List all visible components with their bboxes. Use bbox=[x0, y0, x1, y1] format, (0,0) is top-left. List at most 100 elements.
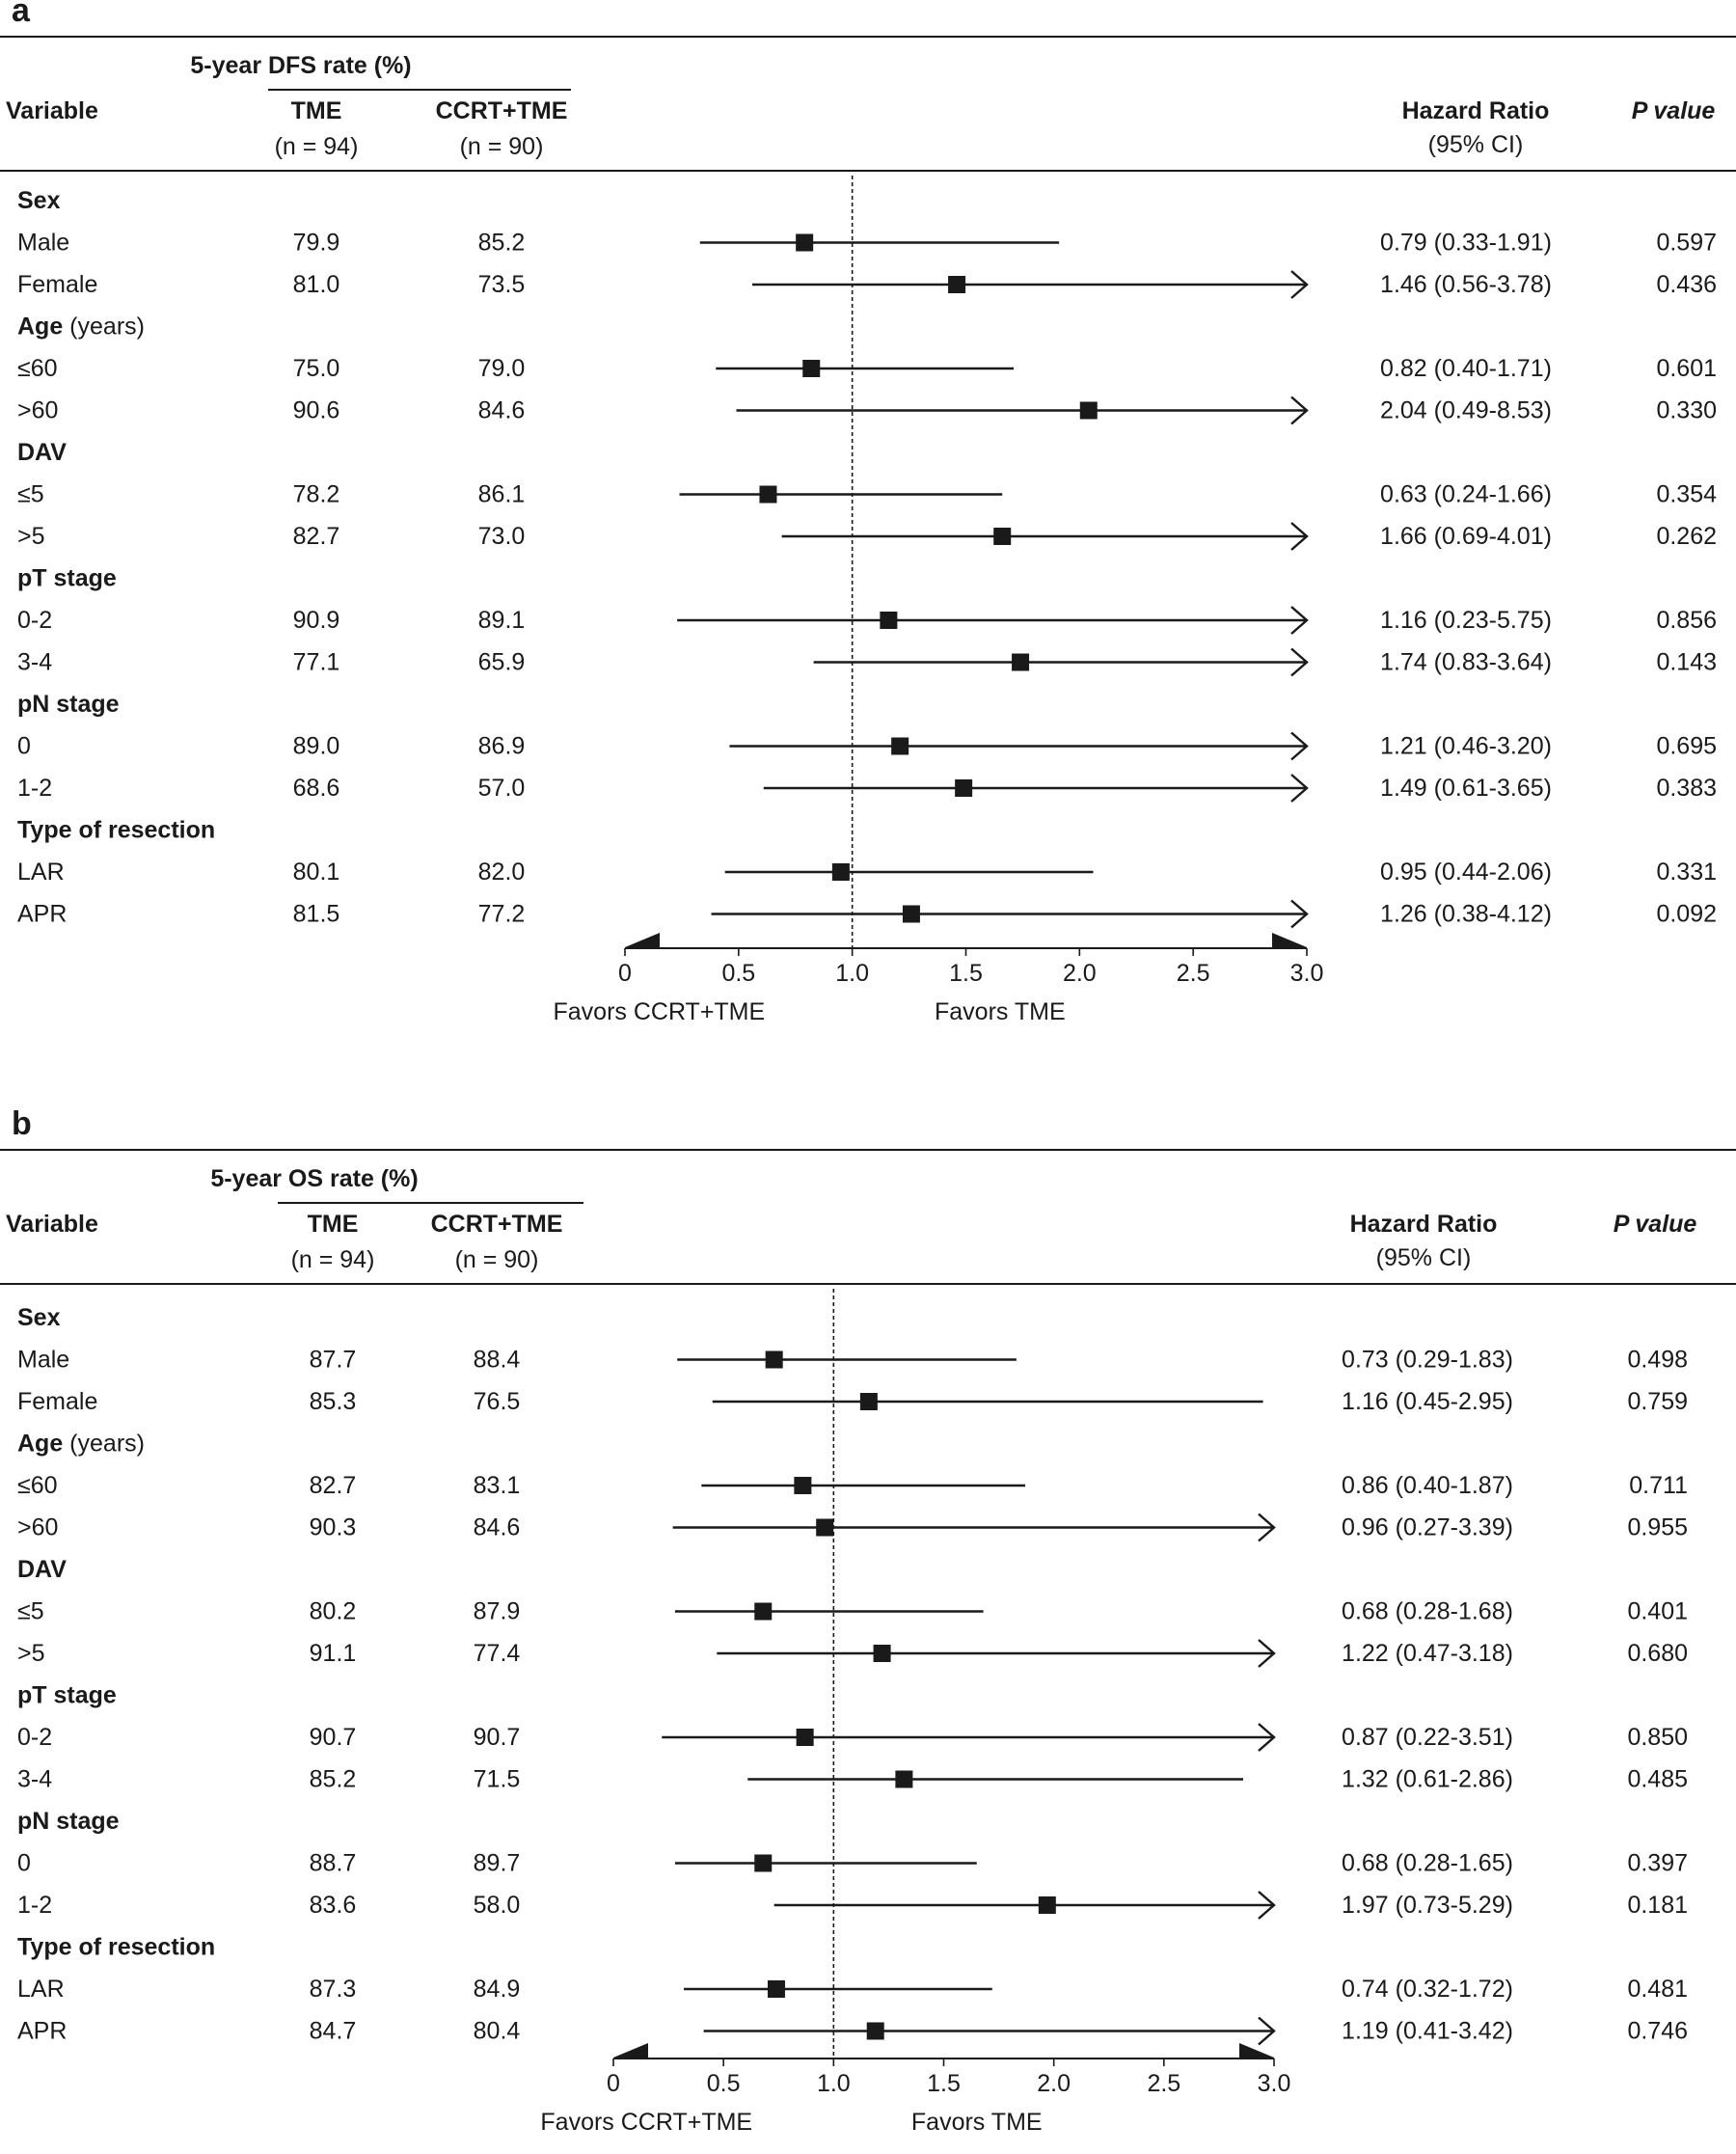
group-label: Age (years) bbox=[17, 314, 145, 341]
p-value-header: P value bbox=[1632, 97, 1716, 124]
p-value: 0.436 bbox=[1656, 271, 1717, 298]
hazard-ratio-marker bbox=[765, 1350, 783, 1369]
group-label: pT stage bbox=[17, 565, 117, 592]
group1-rate: 75.0 bbox=[293, 355, 340, 382]
hazard-ratio-ci: 1.16 (0.45-2.95) bbox=[1342, 1388, 1513, 1415]
group-label: Sex bbox=[17, 187, 61, 214]
hazard-ratio-ci: 0.63 (0.24-1.66) bbox=[1380, 481, 1552, 508]
ci-arrow bbox=[1290, 395, 1309, 425]
hazard-ratio-ci: 0.73 (0.29-1.83) bbox=[1342, 1347, 1513, 1374]
group1-rate: 77.1 bbox=[293, 649, 340, 676]
group1-rate: 90.3 bbox=[310, 1514, 357, 1541]
x-tick-label: 0 bbox=[607, 2070, 620, 2097]
group2-rate: 83.1 bbox=[474, 1472, 521, 1499]
hazard-ratio-ci: 1.97 (0.73-5.29) bbox=[1342, 1892, 1513, 1919]
group2-n: (n = 90) bbox=[460, 133, 544, 160]
x-tick-label: 0.5 bbox=[721, 960, 755, 987]
ci-arrow bbox=[1258, 1891, 1276, 1920]
ci-subheader: (95% CI) bbox=[1428, 131, 1524, 158]
panel-a: a Variable 5-year DFS rate (%) TME (n = 94) C… bbox=[0, 0, 1736, 1025]
p-value: 0.695 bbox=[1656, 733, 1717, 760]
hazard-ratio-ci: 1.19 (0.41-3.42) bbox=[1342, 2018, 1513, 2045]
row-label: 0-2 bbox=[17, 607, 52, 634]
row-label: APR bbox=[17, 901, 67, 928]
hazard-ratio-ci: 2.04 (0.49-8.53) bbox=[1380, 397, 1552, 424]
hazard-ratio-ci: 0.95 (0.44-2.06) bbox=[1380, 859, 1552, 886]
ci-arrow bbox=[1258, 1639, 1276, 1668]
p-value: 0.955 bbox=[1627, 1514, 1688, 1541]
hazard-ratio-ci: 0.86 (0.40-1.87) bbox=[1342, 1472, 1513, 1499]
hazard-ratio-marker bbox=[1079, 401, 1098, 420]
p-value: 0.711 bbox=[1629, 1472, 1688, 1499]
ci-arrow bbox=[1290, 606, 1309, 635]
group1-rate: 81.0 bbox=[293, 271, 340, 298]
group-label: DAV bbox=[17, 1556, 67, 1583]
group1-header: TME bbox=[308, 1211, 359, 1238]
p-value: 0.498 bbox=[1627, 1347, 1688, 1374]
variable-header: Variable bbox=[6, 1211, 98, 1238]
p-value: 0.481 bbox=[1627, 1976, 1688, 2003]
group1-rate: 90.7 bbox=[310, 1724, 357, 1751]
p-value: 0.680 bbox=[1627, 1640, 1688, 1667]
panel-label: a bbox=[12, 0, 31, 29]
group1-rate: 82.7 bbox=[293, 523, 340, 550]
hazard-ratio-marker bbox=[796, 1729, 814, 1746]
group2-rate: 73.0 bbox=[478, 523, 526, 550]
favors-right-arrow bbox=[1272, 933, 1307, 947]
rate-title: 5-year DFS rate (%) bbox=[190, 52, 411, 79]
hazard-ratio-marker bbox=[955, 779, 973, 797]
ci-arrow bbox=[1258, 1723, 1276, 1752]
hazard-ratio-marker bbox=[831, 863, 850, 881]
hazard-ratio-marker bbox=[993, 528, 1012, 545]
p-value-header: P value bbox=[1614, 1211, 1697, 1238]
row-label: >60 bbox=[17, 397, 58, 424]
hazard-ratio-ci: 0.79 (0.33-1.91) bbox=[1380, 230, 1552, 257]
group2-rate: 80.4 bbox=[474, 2018, 521, 2045]
x-tick-label: 2.5 bbox=[1147, 2070, 1180, 2097]
hazard-ratio-ci: 0.96 (0.27-3.39) bbox=[1342, 1514, 1513, 1541]
p-value: 0.759 bbox=[1627, 1388, 1688, 1415]
row-label: 3-4 bbox=[17, 1766, 52, 1793]
hazard-ratio-marker bbox=[880, 612, 898, 629]
hazard-ratio-marker bbox=[802, 360, 821, 377]
group1-rate: 91.1 bbox=[310, 1640, 357, 1667]
row-label: >5 bbox=[17, 1640, 45, 1667]
group2-rate: 84.9 bbox=[474, 1976, 521, 2003]
p-value: 0.401 bbox=[1627, 1598, 1688, 1625]
favors-right-label: Favors TME bbox=[935, 998, 1066, 1025]
group1-rate: 87.7 bbox=[310, 1347, 357, 1374]
row-label: 3-4 bbox=[17, 649, 52, 676]
x-tick-label: 2.0 bbox=[1063, 960, 1097, 987]
x-tick-label: 1.0 bbox=[817, 2070, 851, 2097]
ci-arrow bbox=[1290, 899, 1309, 929]
panel-label: b bbox=[12, 1105, 32, 1142]
hazard-ratio-ci: 0.74 (0.32-1.72) bbox=[1342, 1976, 1513, 2003]
hazard-ratio-ci: 0.68 (0.28-1.65) bbox=[1342, 1850, 1513, 1877]
group1-rate: 85.2 bbox=[310, 1766, 357, 1793]
x-tick-label: 1.5 bbox=[927, 2070, 961, 2097]
ci-arrow bbox=[1290, 522, 1309, 551]
group1-rate: 83.6 bbox=[310, 1892, 357, 1919]
row-label: >5 bbox=[17, 523, 45, 550]
group1-rate: 88.7 bbox=[310, 1850, 357, 1877]
group2-rate: 89.7 bbox=[474, 1850, 521, 1877]
hazard-ratio-marker bbox=[1012, 653, 1030, 671]
group-label: Type of resection bbox=[17, 817, 215, 844]
ci-arrow bbox=[1290, 270, 1309, 299]
group2-rate: 84.6 bbox=[474, 1514, 521, 1541]
p-value: 0.354 bbox=[1656, 481, 1717, 508]
rate-title: 5-year OS rate (%) bbox=[210, 1165, 418, 1192]
row-label: LAR bbox=[17, 1976, 65, 2003]
group2-rate: 57.0 bbox=[478, 775, 526, 802]
row-label: Female bbox=[17, 1388, 97, 1415]
hazard-ratio-ci: 1.16 (0.23-5.75) bbox=[1380, 607, 1552, 634]
hazard-ratio-ci: 1.46 (0.56-3.78) bbox=[1380, 271, 1552, 298]
variable-header: Variable bbox=[6, 97, 98, 124]
x-tick-label: 2.5 bbox=[1177, 960, 1210, 987]
hazard-ratio-marker bbox=[759, 485, 777, 504]
group1-rate: 87.3 bbox=[310, 1976, 357, 2003]
panel-b: b Variable 5-year OS rate (%) TME (n = 94) CC… bbox=[0, 1105, 1736, 2136]
hazard-ratio-marker bbox=[796, 233, 814, 252]
p-value: 0.856 bbox=[1656, 607, 1717, 634]
